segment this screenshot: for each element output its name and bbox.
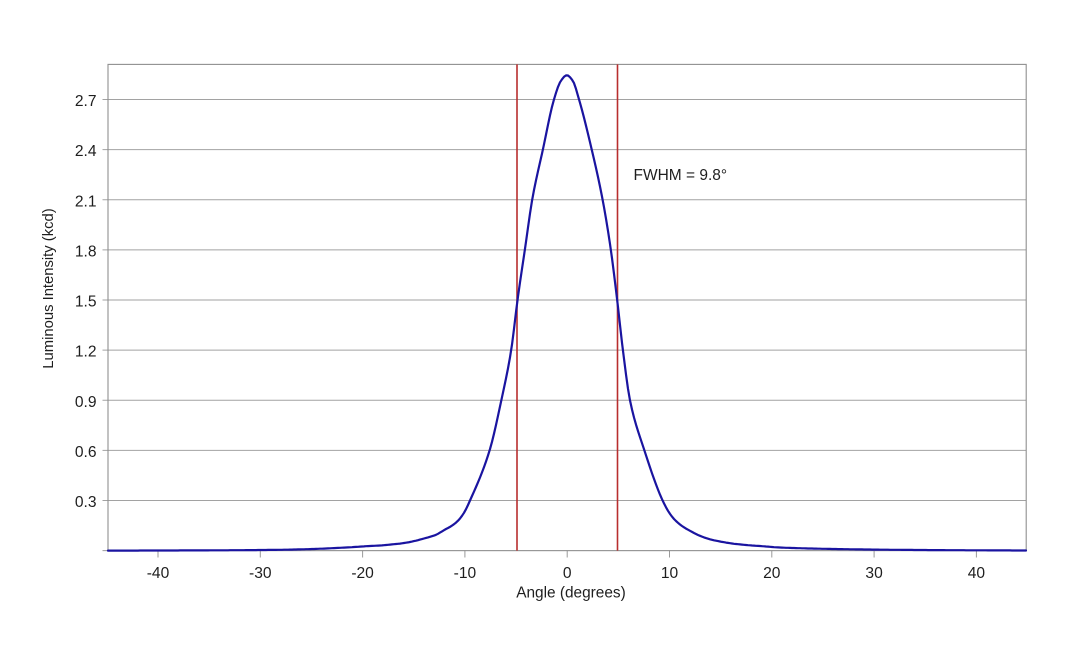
svg-text:-20: -20 <box>351 565 374 582</box>
svg-text:20: 20 <box>763 565 781 582</box>
svg-text:1.2: 1.2 <box>75 344 97 361</box>
svg-text:-30: -30 <box>249 565 272 582</box>
svg-text:0.6: 0.6 <box>75 444 97 461</box>
svg-text:0.9: 0.9 <box>75 394 97 411</box>
svg-text:2.4: 2.4 <box>75 143 97 160</box>
svg-text:2.1: 2.1 <box>75 193 97 210</box>
svg-text:0: 0 <box>563 565 572 582</box>
svg-text:2.7: 2.7 <box>75 93 97 110</box>
svg-text:-10: -10 <box>454 565 477 582</box>
svg-text:30: 30 <box>865 565 883 582</box>
svg-text:1.8: 1.8 <box>75 243 97 260</box>
svg-text:40: 40 <box>968 565 986 582</box>
svg-text:FWHM = 9.8°: FWHM = 9.8° <box>634 167 728 184</box>
svg-text:Angle (degrees): Angle (degrees) <box>516 584 626 601</box>
svg-text:Luminous Intensity (kcd): Luminous Intensity (kcd) <box>41 208 57 368</box>
svg-text:1.5: 1.5 <box>75 294 97 311</box>
svg-text:0.3: 0.3 <box>75 494 97 511</box>
svg-text:-40: -40 <box>147 565 170 582</box>
svg-text:10: 10 <box>661 565 679 582</box>
